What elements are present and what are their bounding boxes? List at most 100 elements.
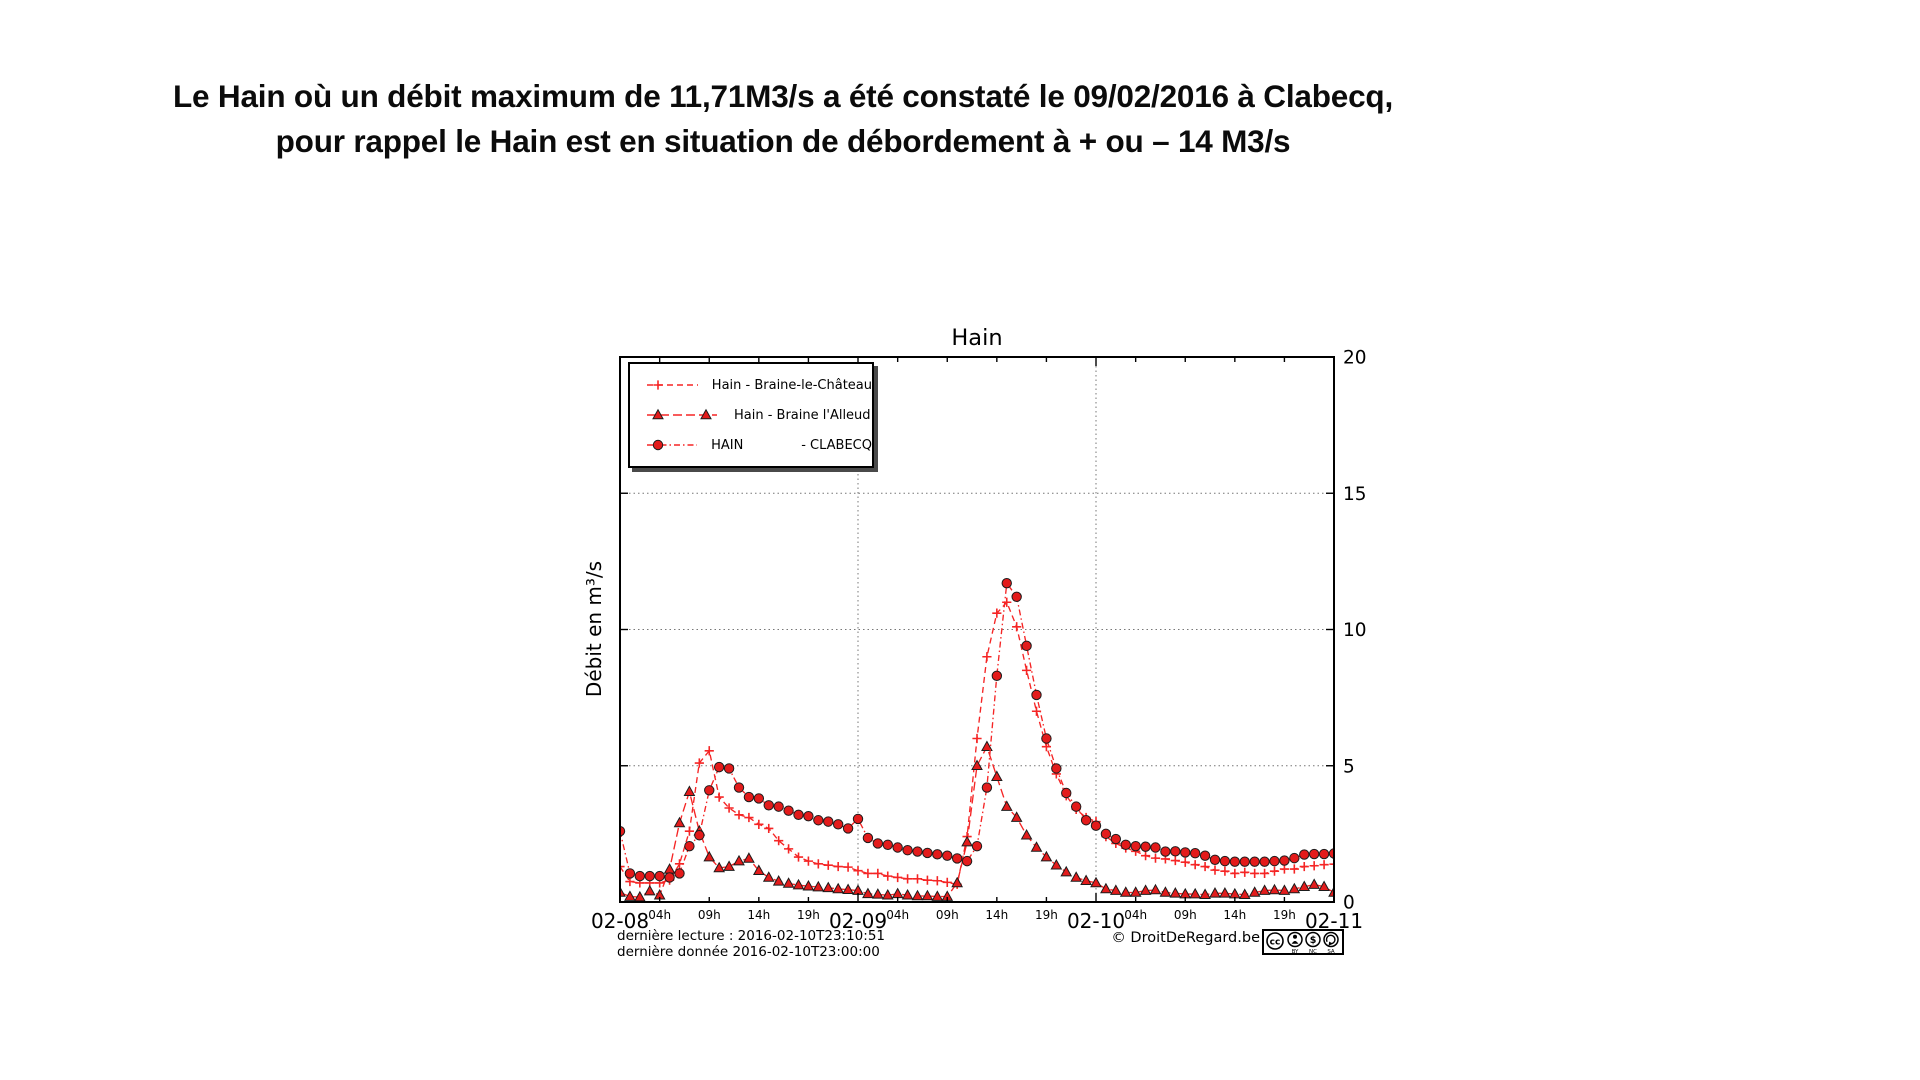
circle-marker (773, 801, 784, 812)
plus-marker (982, 652, 992, 662)
circle-marker (1209, 854, 1221, 865)
plus-marker (1250, 868, 1260, 878)
x-tick-label-hour: 19h (1273, 908, 1296, 922)
plus-marker (1269, 866, 1280, 876)
plus-marker (823, 860, 833, 870)
page-title-line1: Le Hain où un débit maximum de 11,71M3/s… (172, 78, 1393, 114)
triangle-marker (1248, 886, 1261, 897)
circle-marker (1180, 847, 1191, 858)
circle-marker (1120, 839, 1131, 850)
triangle-marker (990, 770, 1003, 781)
triangle-marker (1020, 829, 1033, 840)
plus-marker (714, 792, 724, 802)
triangle-marker (762, 871, 775, 882)
circle-marker (892, 842, 903, 853)
series-curve-2 (619, 581, 1335, 879)
circle-marker (942, 850, 953, 861)
circle-marker (1031, 689, 1042, 701)
triangle-marker (1070, 871, 1083, 882)
badge-label: BY (1292, 949, 1299, 955)
plus-marker (694, 758, 704, 768)
triangle-marker (881, 888, 894, 900)
circle-marker (704, 785, 715, 796)
badge-label: NC (1309, 949, 1317, 955)
triangle-marker (971, 759, 983, 771)
y-tick-label: 15 (1343, 484, 1367, 505)
plus-marker (1240, 867, 1250, 877)
circle-marker (823, 816, 834, 827)
plus-marker (932, 876, 942, 886)
plus-marker (893, 872, 903, 883)
circle-marker (991, 670, 1003, 682)
circle-marker (1110, 833, 1122, 845)
y-tick-label: 10 (1343, 620, 1367, 641)
plus-marker (1279, 864, 1290, 874)
plus-marker (813, 859, 823, 869)
triangle-marker (633, 890, 646, 902)
legend-label: HAIN - CLABECQ (711, 437, 872, 453)
triangle-marker (822, 881, 835, 893)
cc-icon (1266, 932, 1284, 950)
triangle-marker (911, 889, 924, 901)
x-tick-label-hour: 09h (698, 908, 721, 922)
plus-marker (1289, 864, 1299, 874)
plus-marker (1210, 865, 1220, 875)
triangle-marker (643, 884, 656, 896)
plus-marker (843, 862, 853, 872)
y-tick-label: 5 (1343, 756, 1355, 777)
last-reading-text: dernière lecture : 2016-02-10T23:10:51 (617, 928, 886, 944)
y-axis-label: Débit en m³/s (582, 561, 606, 697)
legend-circle-marker (652, 439, 664, 451)
triangle-marker (1189, 887, 1202, 899)
circle-marker (1021, 640, 1032, 652)
legend-item-clabecq: HAIN - CLABECQ (644, 437, 872, 453)
legend-sample-triangle-line-icon (647, 408, 717, 420)
plus-marker (724, 803, 734, 813)
triangle-marker (1080, 874, 1092, 886)
x-tick-label-hour: 04h (1124, 908, 1147, 922)
triangle-marker (871, 888, 884, 899)
plus-marker (1319, 860, 1329, 870)
plus-marker (883, 871, 893, 881)
circle-marker (1170, 846, 1181, 857)
circle-marker (684, 840, 695, 852)
plus-marker (912, 874, 923, 884)
triangle-marker (1199, 888, 1211, 899)
triangle-marker (1030, 841, 1043, 852)
circle-marker (793, 809, 804, 820)
plus-marker (704, 746, 714, 756)
x-tick-label-hour: 04h (886, 908, 909, 922)
plus-marker (922, 875, 933, 885)
plus-marker (1259, 868, 1270, 878)
x-tick-label-hour: 19h (1035, 908, 1058, 922)
legend-sample-plus-line-icon (647, 380, 698, 390)
circle-marker (1199, 850, 1211, 861)
chart-timestamps: dernière lecture : 2016-02-10T23:10:51 d… (617, 928, 886, 960)
circle-marker (1140, 841, 1151, 852)
cc-icon-text: cc (1270, 938, 1281, 948)
triangle-marker (1268, 883, 1281, 895)
plus-marker (1309, 861, 1319, 871)
circle-marker (644, 870, 655, 882)
circle-marker (713, 761, 725, 773)
triangle-marker (1060, 865, 1073, 877)
triangle-marker (961, 835, 973, 847)
circle-marker (1249, 856, 1260, 867)
person-body-icon (1291, 941, 1299, 944)
legend-item-braine-l-alleud: Hain - Braine l'Alleud (644, 407, 872, 423)
circle-marker (1001, 577, 1012, 589)
circle-marker (882, 839, 893, 850)
circle-marker (1259, 856, 1270, 867)
plus-marker (754, 819, 764, 829)
x-tick-label-day: 02-10 (1067, 909, 1125, 933)
triangle-marker (663, 863, 676, 874)
circle-marker (803, 810, 814, 822)
triangle-marker (1119, 886, 1132, 897)
chart-title: Hain (951, 325, 1002, 351)
triangle-marker (1129, 886, 1142, 897)
chart-legend: Hain - Braine-le-Château Hain - Braine l… (628, 362, 874, 468)
legend-plus-marker (653, 380, 663, 390)
circle-marker (634, 870, 646, 882)
